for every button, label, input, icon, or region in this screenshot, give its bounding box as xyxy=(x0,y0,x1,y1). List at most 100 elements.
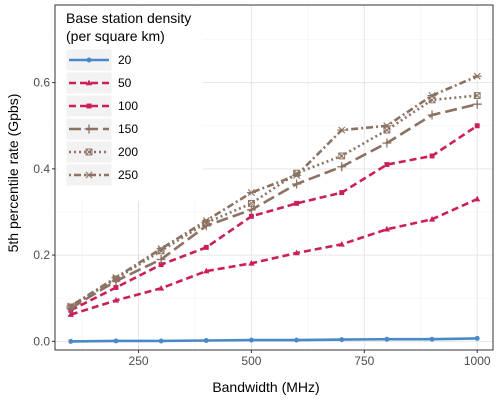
legend-label: 100 xyxy=(118,99,138,113)
series-marker xyxy=(382,122,392,130)
series-marker xyxy=(338,152,346,160)
x-axis-ticks: 250 500 750 1000 xyxy=(129,350,491,368)
series-20 xyxy=(68,335,480,344)
series-marker xyxy=(428,96,436,104)
series-line xyxy=(70,197,478,316)
legend-item-250: 250 xyxy=(65,163,138,187)
legend-label: 20 xyxy=(118,53,132,67)
series-marker xyxy=(384,162,390,168)
series-marker xyxy=(201,217,211,225)
series-marker xyxy=(112,297,120,303)
series-marker xyxy=(339,337,345,343)
series-marker xyxy=(428,215,436,222)
series-marker xyxy=(156,245,166,253)
y-tick-label: 0.0 xyxy=(33,334,50,348)
series-marker xyxy=(338,240,345,247)
series-marker xyxy=(472,72,482,80)
legend-label: 200 xyxy=(118,145,138,159)
legend-label: 250 xyxy=(118,168,138,182)
series-marker xyxy=(85,79,93,86)
series-marker xyxy=(68,338,74,344)
legend-label: 150 xyxy=(118,122,138,136)
y-tick-label: 0.4 xyxy=(33,162,50,176)
series-marker xyxy=(84,171,94,179)
series-marker xyxy=(246,189,256,197)
legend-title: (per square km) xyxy=(66,28,165,44)
x-tick-label: 1000 xyxy=(464,354,491,368)
series-marker xyxy=(473,92,481,99)
plot-panel-border xyxy=(54,4,494,351)
x-axis-title: Bandwidth (MHz) xyxy=(212,379,319,395)
series-marker xyxy=(294,337,300,343)
series-marker xyxy=(248,200,255,207)
series-marker xyxy=(247,199,255,207)
series-marker xyxy=(382,138,392,148)
series-marker xyxy=(427,110,437,120)
series-marker xyxy=(474,335,480,341)
series-marker xyxy=(158,262,164,268)
series-marker xyxy=(337,162,347,172)
y-axis-ticks: 0.0 0.2 0.4 0.6 xyxy=(33,76,55,348)
series-marker xyxy=(294,200,300,206)
series-line xyxy=(70,94,478,309)
series-marker xyxy=(292,171,302,179)
x-tick-label: 250 xyxy=(129,354,149,368)
y-tick-label: 0.2 xyxy=(33,248,50,262)
series-marker xyxy=(429,336,435,342)
legend-label: 50 xyxy=(118,76,132,90)
series-marker xyxy=(339,190,345,196)
series-marker xyxy=(113,338,119,344)
series-marker xyxy=(293,249,300,256)
series-marker xyxy=(246,205,256,215)
legend-item-100: 100 xyxy=(65,94,138,118)
series-marker xyxy=(203,267,210,274)
plot-series xyxy=(66,72,482,344)
series-marker xyxy=(383,225,391,232)
series-marker xyxy=(67,303,75,311)
series-marker xyxy=(473,92,481,99)
series-marker xyxy=(157,284,165,291)
series-line xyxy=(70,75,478,308)
series-marker xyxy=(66,302,76,310)
series-marker xyxy=(427,92,437,100)
legend-item-200: 200 xyxy=(65,140,138,164)
series-marker xyxy=(384,336,390,342)
series-marker xyxy=(472,99,482,109)
legend-title: Base station density xyxy=(66,10,191,26)
series-marker xyxy=(86,103,92,109)
series-marker xyxy=(203,338,209,343)
legend: Base station density (per square km) 20 50 1… xyxy=(57,6,203,201)
series-marker xyxy=(85,148,93,156)
y-tick-label: 0.6 xyxy=(33,76,50,90)
series-marker xyxy=(248,337,254,343)
series-marker xyxy=(338,152,346,160)
series-marker xyxy=(158,338,164,344)
series-line xyxy=(70,337,478,343)
series-marker xyxy=(474,123,480,129)
series-marker xyxy=(248,213,254,219)
series-marker xyxy=(337,126,347,134)
series-marker xyxy=(113,284,119,290)
series-marker xyxy=(111,274,121,282)
legend-item-20: 20 xyxy=(65,48,132,72)
series-250 xyxy=(66,72,482,310)
series-marker xyxy=(248,259,255,266)
series-marker xyxy=(156,254,166,264)
series-marker xyxy=(474,195,481,202)
series-marker xyxy=(85,148,93,156)
series-line xyxy=(70,102,478,310)
series-50 xyxy=(67,195,481,317)
series-marker xyxy=(67,311,74,317)
series-marker xyxy=(86,57,92,63)
series-marker xyxy=(292,179,302,189)
y-axis-title: 5th percentile rate (Gpbs) xyxy=(5,94,21,253)
legend-item-150: 150 xyxy=(65,117,138,141)
legend-item-50: 50 xyxy=(65,71,132,95)
series-marker xyxy=(383,126,391,134)
x-tick-label: 750 xyxy=(354,354,374,368)
series-marker xyxy=(429,153,435,159)
series-marker xyxy=(84,124,94,134)
series-marker xyxy=(203,244,209,250)
x-tick-label: 500 xyxy=(241,354,261,368)
